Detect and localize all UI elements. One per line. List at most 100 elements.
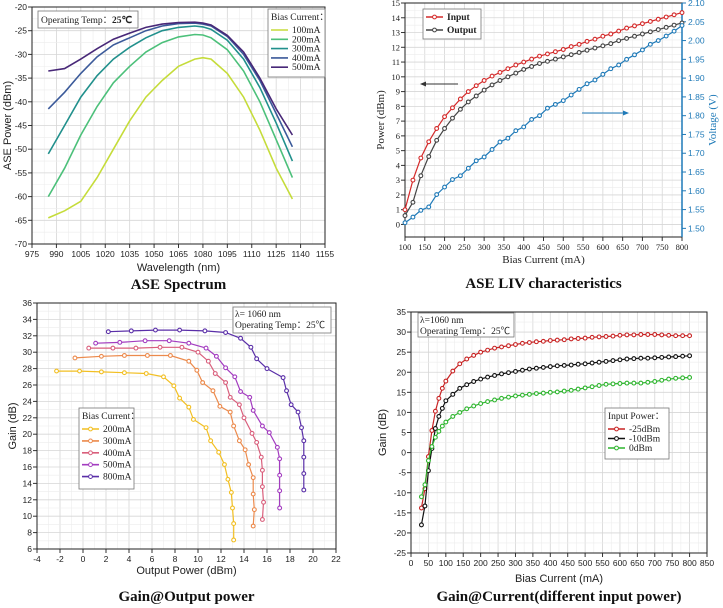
data-point: [655, 27, 661, 33]
data-point: [410, 177, 416, 183]
data-point: [434, 126, 440, 131]
y-tick-label: 5: [396, 146, 400, 156]
legend-marker: [88, 462, 93, 468]
y-axis-label: Gain (dB): [7, 402, 19, 449]
x-tick-label: 50: [424, 558, 434, 568]
data-point: [537, 113, 542, 119]
data-point: [247, 394, 253, 400]
data-point: [450, 115, 455, 121]
x-tick-label: 1050: [145, 249, 164, 259]
y-tick-label: 32: [23, 331, 33, 341]
data-point: [418, 207, 424, 213]
data-point: [584, 47, 590, 53]
data-point: [481, 78, 487, 83]
data-point: [143, 371, 149, 376]
data-point: [519, 340, 525, 346]
data-point: [687, 333, 693, 339]
legend-label: 300mA: [103, 437, 132, 447]
data-point: [439, 423, 445, 429]
x-tick-label: 700: [648, 558, 662, 568]
data-point: [582, 361, 588, 367]
data-point: [671, 12, 677, 18]
chart-title: Gain@Output power: [118, 589, 254, 605]
y-tick-label: 15: [397, 387, 407, 397]
y2-tick-label: 1.70: [688, 148, 705, 158]
data-point: [77, 368, 83, 374]
data-point: [190, 416, 196, 422]
legend-label: 0dBm: [629, 444, 653, 454]
data-point: [552, 101, 558, 107]
data-point: [652, 379, 658, 384]
legend: Bias Current： 200mA 300mA 400mA 500mA 800mA: [78, 407, 140, 490]
left-arrowhead-icon: [420, 81, 426, 87]
x-tick-label: 1155: [316, 249, 335, 259]
data-point: [645, 332, 651, 337]
data-point: [429, 428, 435, 433]
data-point: [238, 335, 244, 341]
data-point: [422, 503, 428, 509]
data-point: [647, 19, 653, 24]
y2-tick-label: 1.55: [688, 205, 705, 215]
data-point: [142, 338, 148, 344]
data-point: [680, 353, 686, 359]
chart-1: 975 990 1005 1020 1035 1050 1065 1080 1095 1110 11…: [2, 2, 334, 293]
data-point: [217, 403, 223, 409]
x-tick-label: 800: [682, 558, 696, 568]
data-point: [554, 337, 560, 343]
series-line-200mA: [47, 33, 294, 197]
y-tick-label: 16: [23, 462, 33, 472]
data-point: [645, 379, 651, 385]
y-tick-label: -10: [394, 488, 407, 498]
y2-tick-label: 1.85: [688, 92, 705, 102]
data-point: [513, 128, 519, 134]
y-tick-label: 12: [23, 495, 33, 505]
data-point: [402, 213, 408, 219]
data-point: [592, 36, 598, 42]
data-point: [250, 491, 256, 497]
data-point: [638, 380, 644, 386]
legend-title: Bias Current：: [82, 412, 140, 422]
data-point: [464, 382, 470, 388]
data-point: [429, 444, 435, 450]
data-point: [223, 380, 229, 385]
data-point: [610, 381, 616, 387]
data-point: [610, 333, 616, 339]
y-tick-label: 10: [392, 72, 401, 82]
y2-tick-label: 2.05: [688, 17, 705, 27]
x-tick-label: 800: [676, 242, 689, 252]
legend-label: 100mA: [292, 26, 321, 36]
data-point: [231, 423, 237, 429]
data-point: [576, 50, 582, 55]
legend-box: [604, 407, 670, 460]
x-tick-label: 250: [458, 242, 471, 252]
data-point: [274, 444, 280, 450]
x-tick-label: 14: [239, 554, 249, 564]
legend-marker: [614, 436, 619, 441]
data-point: [258, 454, 264, 460]
data-point: [608, 41, 614, 47]
right-arrowhead-icon: [623, 110, 629, 116]
data-point: [200, 380, 206, 385]
data-point: [432, 426, 438, 431]
data-point: [603, 334, 609, 339]
data-point: [600, 43, 606, 49]
data-point: [632, 52, 637, 58]
y-axis-label: Gain (dB): [377, 409, 389, 456]
data-point: [248, 344, 254, 350]
data-point: [432, 434, 438, 440]
data-point: [617, 357, 623, 363]
data-point: [157, 344, 163, 350]
data-point: [645, 355, 651, 361]
data-point: [561, 388, 567, 394]
x-tick-label: 1035: [120, 249, 139, 259]
data-point: [540, 338, 546, 344]
y-tick-label: -20: [394, 528, 407, 538]
data-point: [450, 105, 455, 111]
data-point: [471, 403, 477, 409]
data-point: [624, 25, 630, 31]
x-tick-label: -2: [56, 554, 64, 564]
x-tick-label: 850: [700, 558, 714, 568]
data-point: [521, 124, 527, 130]
data-point: [497, 69, 503, 75]
